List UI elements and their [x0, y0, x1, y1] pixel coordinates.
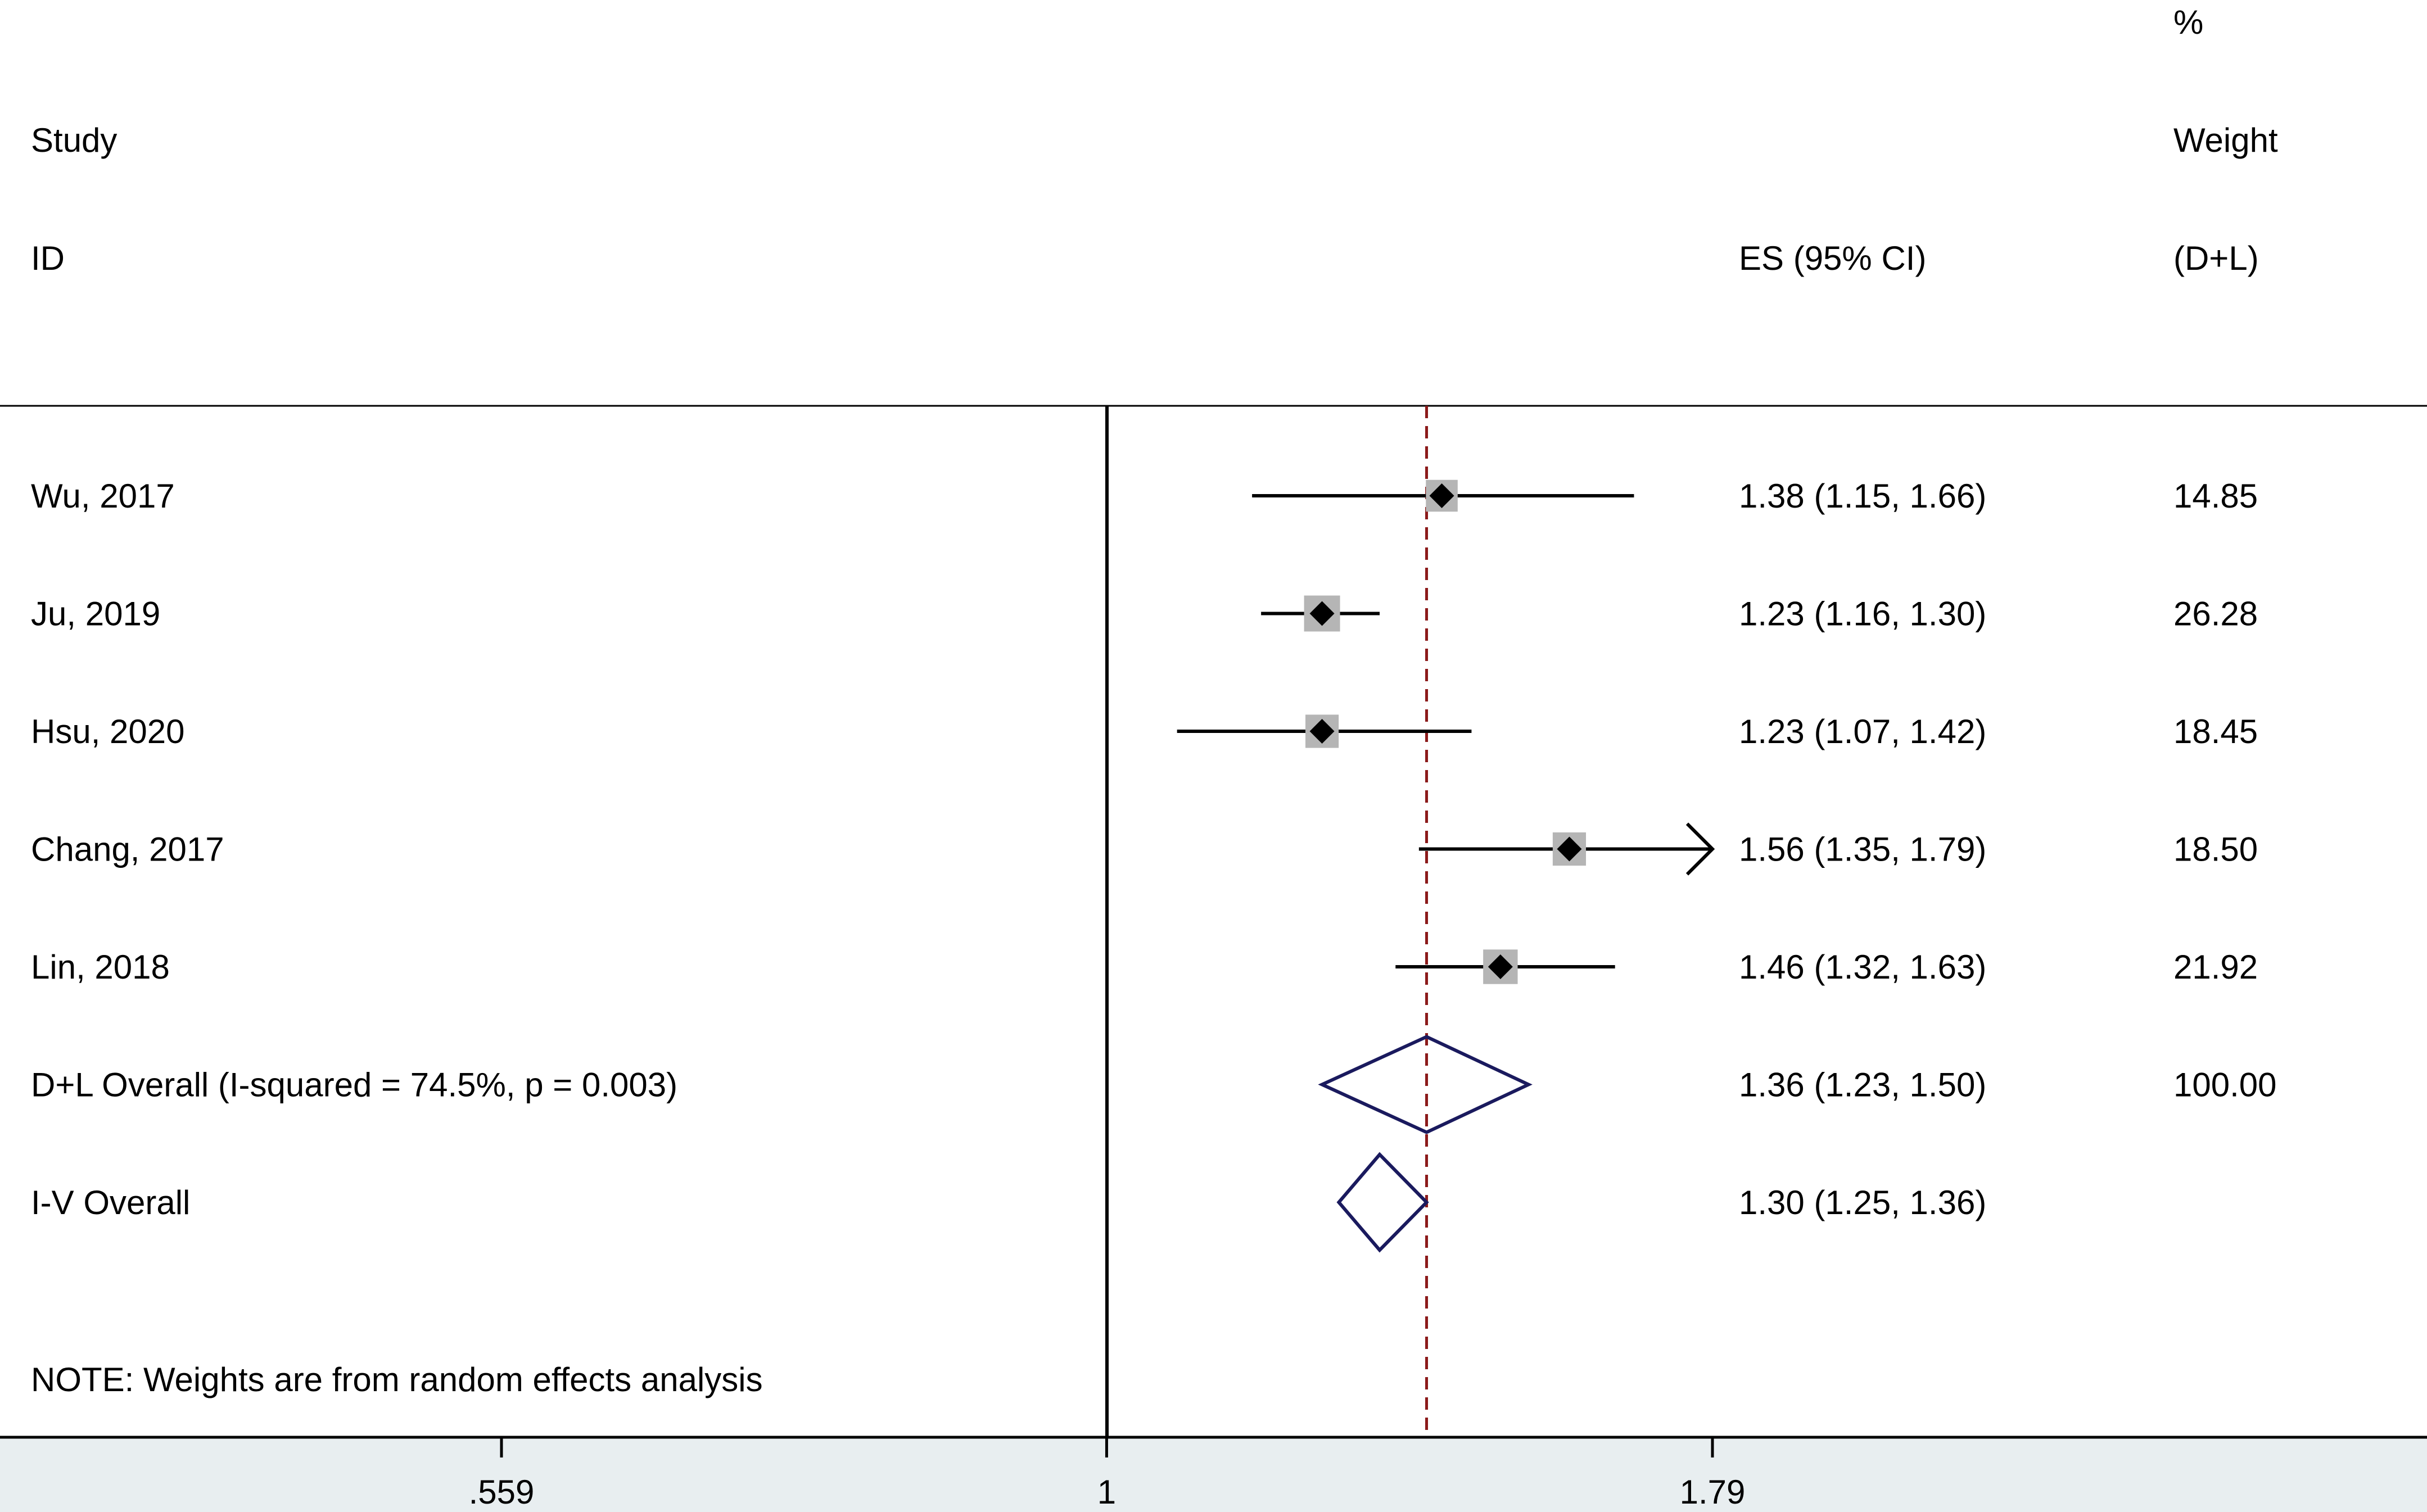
study-label: Wu, 2017 [31, 477, 175, 515]
x-tick-label: 1 [1097, 1473, 1116, 1511]
weight-text: 18.45 [2173, 713, 2258, 750]
overall-diamond [1318, 1035, 1533, 1134]
overall-label: D+L Overall (I-squared = 74.5%, p = 0.00… [31, 1066, 677, 1104]
effect-size-text: 1.46 (1.32, 1.63) [1739, 948, 1986, 986]
study-label: Hsu, 2020 [31, 713, 185, 750]
effect-size-text: 1.23 (1.07, 1.42) [1739, 713, 1986, 750]
overall-weight-text: 100.00 [2173, 1066, 2277, 1104]
overall-effect-text: 1.30 (1.25, 1.36) [1739, 1184, 1986, 1221]
overall-diamond [1336, 1152, 1429, 1253]
study-label: Lin, 2018 [31, 948, 170, 986]
ci-arrow [1685, 822, 1715, 876]
header-percent: % [2173, 3, 2203, 41]
effect-size-text: 1.38 (1.15, 1.66) [1739, 477, 1986, 515]
effect-size-text: 1.56 (1.35, 1.79) [1739, 831, 1986, 868]
point-estimate [1309, 601, 1335, 626]
overall-effect-text: 1.36 (1.23, 1.50) [1739, 1066, 1986, 1104]
x-tick-label: .559 [469, 1473, 535, 1511]
study-label: Ju, 2019 [31, 595, 160, 633]
point-estimate [1429, 483, 1454, 508]
x-tick-label: 1.79 [1680, 1473, 1746, 1511]
weight-text: 21.92 [2173, 948, 2258, 986]
point-estimate [1557, 836, 1582, 862]
overall-label: I-V Overall [31, 1184, 190, 1221]
chart-marks: Wu, 2017 1.38 (1.15, 1.66) 14.85 Ju, 2019 1.… [31, 406, 2277, 1511]
axis-band [0, 1437, 2427, 1512]
weight-text: 14.85 [2173, 477, 2258, 515]
study-label: Chang, 2017 [31, 831, 224, 868]
header-weight: Weight [2173, 121, 2278, 159]
point-estimate [1309, 719, 1335, 744]
header-id: ID [31, 239, 65, 277]
header-study: Study [31, 121, 117, 159]
point-estimate [1488, 954, 1513, 979]
effect-size-text: 1.23 (1.16, 1.30) [1739, 595, 1986, 633]
header-dl: (D+L) [2173, 239, 2259, 277]
footnote: NOTE: Weights are from random effects an… [31, 1361, 763, 1398]
header-es: ES (95% CI) [1739, 239, 1926, 277]
weight-text: 26.28 [2173, 595, 2258, 633]
weight-text: 18.50 [2173, 831, 2258, 868]
